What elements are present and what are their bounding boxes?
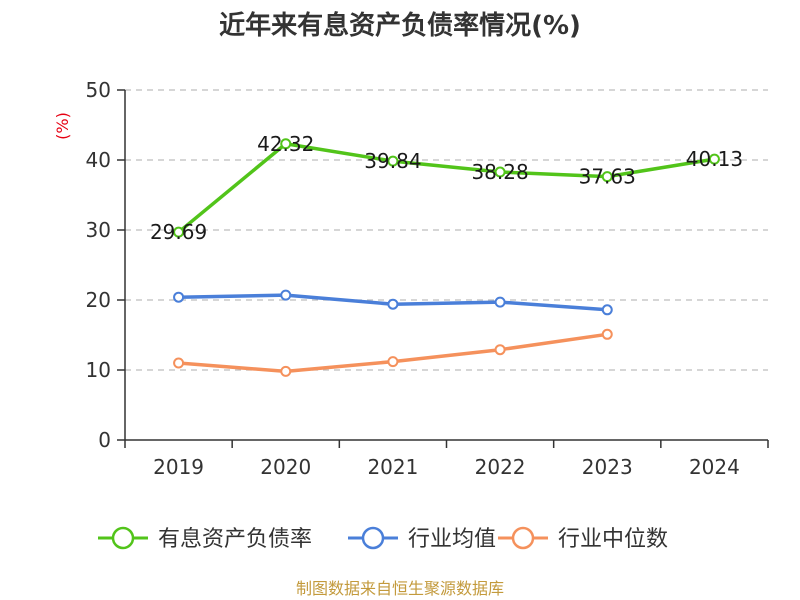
legend-item-1[interactable]: 行业均值 [348, 526, 496, 552]
axes [124, 90, 768, 441]
x-tick-label: 2019 [153, 455, 204, 479]
data-point [280, 365, 292, 377]
y-axis-ticks: 0 10 20 30 40 50 [86, 78, 125, 452]
data-label: 42.32 [257, 132, 314, 156]
legend-marker [361, 526, 385, 550]
x-tick-label: 2023 [582, 455, 633, 479]
legend[interactable]: 有息资产负债率 行业均值 行业中位数 [98, 526, 668, 552]
chart-title: 近年来有息资产负债率情况(%) [219, 10, 581, 41]
data-point [494, 344, 506, 356]
y-tick-label: 40 [86, 148, 111, 172]
data-point [387, 298, 399, 310]
data-label: 37.63 [579, 165, 636, 189]
data-point [387, 155, 399, 167]
data-point [280, 289, 292, 301]
data-point [601, 304, 613, 316]
data-point [708, 153, 720, 165]
data-point [173, 291, 185, 303]
data-label: 29.69 [150, 220, 207, 244]
legend-marker [511, 526, 535, 550]
legend-label: 行业中位数 [558, 527, 668, 552]
series-2 [173, 328, 613, 377]
y-tick-label: 0 [98, 428, 111, 452]
y-tick-label: 20 [86, 288, 111, 312]
legend-label: 有息资产负债率 [158, 527, 312, 552]
x-tick-label: 2021 [367, 455, 418, 479]
grid-lines [125, 89, 768, 371]
y-tick-label: 50 [86, 78, 111, 102]
data-point [601, 328, 613, 340]
series-1 [173, 289, 613, 316]
data-label: 39.84 [364, 149, 421, 173]
series-group: 29.69 42.32 39.84 38.28 37.63 40.13 [150, 132, 743, 377]
x-tick-label: 2020 [260, 455, 311, 479]
legend-item-0[interactable]: 有息资产负债率 [98, 526, 312, 552]
data-label: 40.13 [686, 147, 743, 171]
legend-marker [111, 526, 135, 550]
x-axis-ticks: 2019 2020 2021 2022 2023 2024 [124, 440, 769, 479]
data-source-note: 制图数据来自恒生聚源数据库 [296, 579, 504, 598]
legend-label: 行业均值 [408, 527, 496, 552]
series-0: 29.69 42.32 39.84 38.28 37.63 40.13 [150, 132, 743, 244]
series-line [176, 142, 717, 234]
x-tick-label: 2024 [689, 455, 740, 479]
y-tick-label: 30 [86, 218, 111, 242]
y-tick-label: 10 [86, 358, 111, 382]
data-point [494, 166, 506, 178]
y-axis-unit: (%) [53, 112, 72, 140]
data-point [173, 226, 185, 238]
x-tick-label: 2022 [475, 455, 526, 479]
data-point [387, 356, 399, 368]
data-point [173, 357, 185, 369]
data-point [494, 296, 506, 308]
data-point [601, 171, 613, 183]
data-point [280, 138, 292, 150]
data-label: 38.28 [471, 160, 528, 184]
legend-item-2[interactable]: 行业中位数 [498, 526, 668, 552]
